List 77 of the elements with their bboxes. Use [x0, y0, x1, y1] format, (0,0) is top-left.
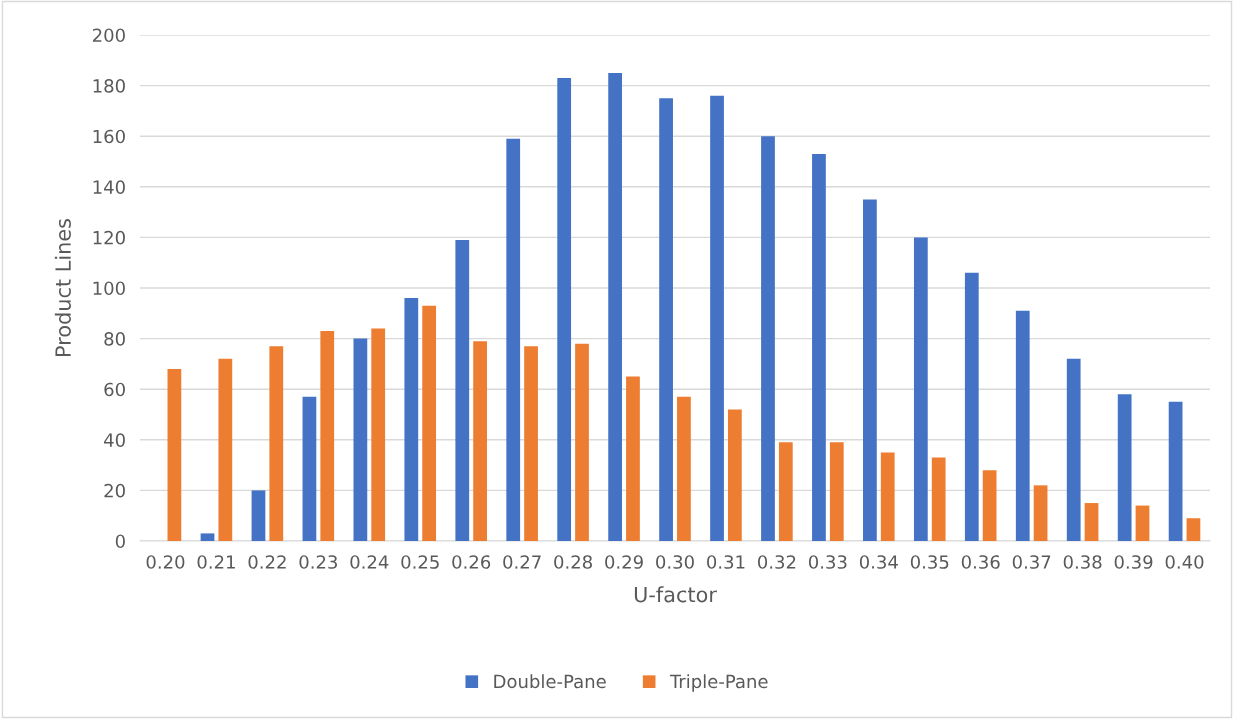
- x-tick-label: 0.26: [452, 555, 491, 569]
- x-axis-title: U-factor: [634, 586, 717, 603]
- y-tick-label: 40: [104, 433, 125, 447]
- bar: [880, 452, 895, 541]
- bar: [200, 533, 215, 541]
- x-tick-label: 0.40: [1165, 555, 1204, 569]
- y-tick-label: 80: [104, 332, 125, 346]
- y-tick-label: 100: [93, 281, 125, 296]
- bar: [812, 153, 826, 541]
- x-tick-label: 0.22: [248, 555, 286, 569]
- y-axis-title: Product Lines: [54, 219, 71, 356]
- x-tick-label: 0.35: [910, 555, 949, 569]
- bar: [320, 331, 335, 541]
- x-tick-label: 0.24: [350, 555, 389, 569]
- x-tick-label: 0.20: [146, 555, 185, 569]
- x-tick-label: 0.33: [808, 555, 847, 569]
- bar: [727, 409, 742, 541]
- y-tick-label: 200: [92, 28, 125, 43]
- bar: [269, 346, 284, 541]
- y-tick-label: 160: [93, 129, 125, 144]
- bar: [575, 343, 589, 541]
- bar: [659, 98, 673, 541]
- bar: [982, 470, 997, 541]
- bar: [626, 376, 640, 541]
- x-tick-label: 0.34: [859, 555, 898, 569]
- y-tick-label: 0: [115, 534, 125, 549]
- bar: [863, 199, 877, 541]
- bar: [1135, 505, 1150, 541]
- bar: [608, 72, 623, 541]
- bar: [1066, 358, 1081, 541]
- x-tick-label: 0.23: [299, 555, 337, 569]
- bar: [302, 396, 317, 541]
- bar: [710, 95, 724, 541]
- bar: [353, 338, 368, 541]
- x-tick-label: 0.36: [961, 555, 1000, 569]
- bar: [557, 78, 572, 541]
- x-tick-label: 0.37: [1012, 555, 1051, 569]
- bar: [1015, 310, 1030, 541]
- bar: [1033, 485, 1048, 541]
- bar: [506, 138, 521, 541]
- x-tick-label: 0.38: [1063, 555, 1102, 569]
- y-tick-label: 120: [93, 230, 125, 245]
- y-tick-label: 60: [104, 382, 125, 397]
- bar: [829, 442, 844, 541]
- x-tick-label: 0.27: [503, 555, 541, 569]
- x-tick-label: 0.21: [197, 555, 235, 569]
- bar: [964, 272, 979, 541]
- x-tick-label: 0.28: [554, 555, 592, 569]
- y-tick-label: 20: [104, 483, 125, 498]
- bar: [761, 136, 775, 541]
- x-tick-label: 0.25: [401, 555, 439, 569]
- bar: [455, 239, 470, 541]
- bar: [473, 341, 487, 541]
- bar: [1168, 401, 1183, 541]
- x-tick-label: 0.30: [656, 555, 694, 569]
- y-tick-label: 140: [93, 180, 125, 194]
- x-tick-label: 0.32: [757, 555, 796, 569]
- bar: [422, 305, 437, 541]
- bar: [218, 358, 233, 541]
- bar: [931, 457, 946, 541]
- bar: [778, 442, 793, 541]
- x-tick-label: 0.31: [707, 555, 745, 569]
- bar: [913, 237, 928, 541]
- y-tick-label: 180: [93, 79, 125, 93]
- bar: [524, 346, 538, 541]
- bar: [167, 368, 182, 541]
- x-tick-label: 0.29: [605, 555, 643, 569]
- bar: [1117, 394, 1132, 541]
- bar: [677, 396, 691, 541]
- bar: [1084, 503, 1099, 541]
- bar: [251, 490, 266, 541]
- bar: [371, 328, 386, 541]
- legend-label: Double-Pane: [494, 674, 606, 689]
- bar: [1186, 518, 1201, 541]
- legend-label: Triple-Pane: [669, 674, 768, 692]
- bar: [404, 298, 419, 541]
- x-tick-label: 0.39: [1114, 555, 1153, 569]
